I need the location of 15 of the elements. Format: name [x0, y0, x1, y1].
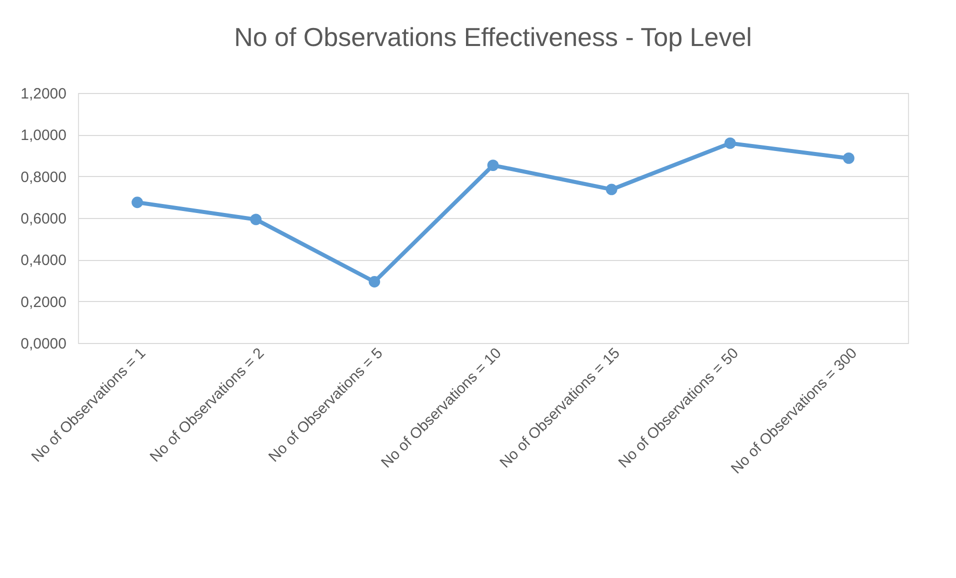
y-tick-label: 0,6000 [20, 210, 66, 228]
point [843, 152, 854, 164]
point [487, 160, 499, 171]
point [250, 214, 262, 226]
point [724, 138, 736, 149]
point [606, 184, 618, 196]
point [368, 276, 380, 288]
y-tick-label: 1,0000 [20, 127, 66, 144]
y-tick-label: 1,2000 [20, 86, 66, 102]
y-tick-label: 0,2000 [20, 294, 66, 311]
y-tick-label: 0,4000 [20, 252, 66, 270]
y-tick-label: 0,0000 [20, 336, 66, 352]
chart-title: No of Observations Effectiveness - Top Level [234, 22, 752, 52]
point [132, 196, 143, 208]
y-tick-label: 0,8000 [20, 168, 66, 186]
